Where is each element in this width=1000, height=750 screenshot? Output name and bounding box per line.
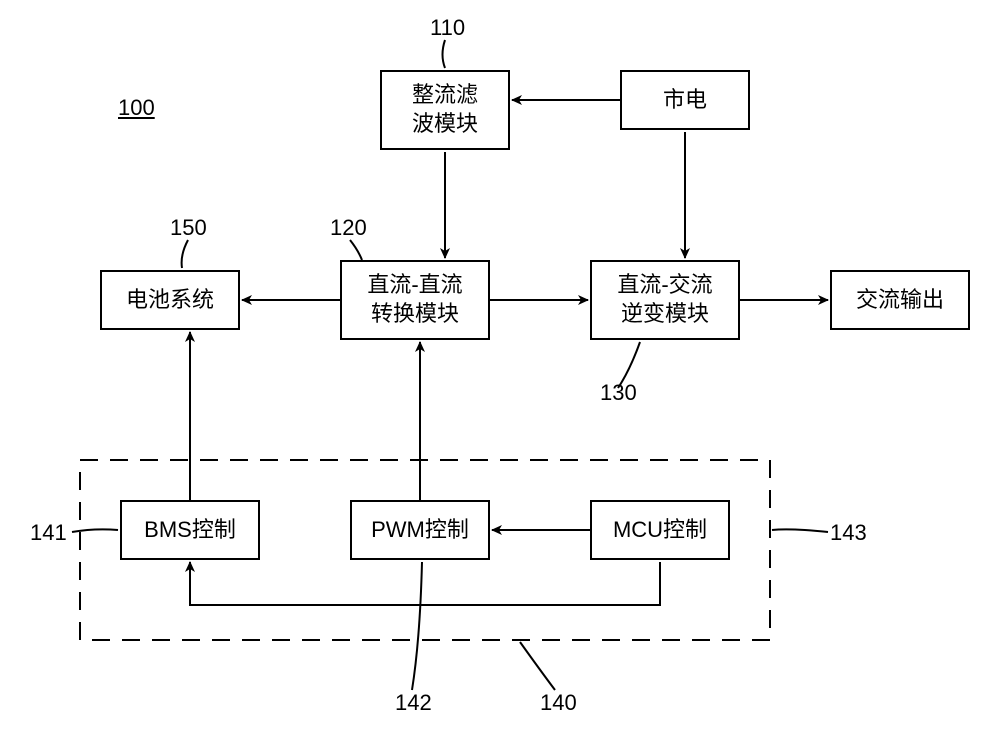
box-battery-label: 电池系统	[126, 286, 214, 315]
box-dcac-label: 直流-交流 逆变模块	[617, 271, 712, 328]
box-rectifier: 整流滤 波模块	[380, 70, 510, 150]
leader-110	[443, 40, 446, 68]
leader-141	[72, 529, 118, 532]
box-dcdc: 直流-直流 转换模块	[340, 260, 490, 340]
box-dcdc-label: 直流-直流 转换模块	[367, 271, 462, 328]
ref-150: 150	[170, 215, 207, 241]
box-mcu: MCU控制	[590, 500, 730, 560]
box-rectifier-label: 整流滤 波模块	[412, 81, 478, 138]
box-pwm-label: PWM控制	[371, 516, 469, 545]
leader-143	[772, 529, 828, 532]
box-acout: 交流输出	[830, 270, 970, 330]
box-bms-label: BMS控制	[144, 516, 236, 545]
box-mains: 市电	[620, 70, 750, 130]
box-battery: 电池系统	[100, 270, 240, 330]
ref-130: 130	[600, 380, 637, 406]
ref-140: 140	[540, 690, 577, 716]
ref-142: 142	[395, 690, 432, 716]
box-dcac: 直流-交流 逆变模块	[590, 260, 740, 340]
leader-142	[412, 562, 422, 690]
ref-143: 143	[830, 520, 867, 546]
block-diagram: 100 整流滤 波模块 市电 电池系统 直流-直流 转换模块 直流-交流 逆变模…	[0, 0, 1000, 750]
leader-120	[350, 240, 362, 260]
ref-110: 110	[430, 15, 465, 41]
box-bms: BMS控制	[120, 500, 260, 560]
ref-120: 120	[330, 215, 367, 241]
leader-140	[520, 642, 555, 690]
leader-150	[182, 240, 188, 268]
ref-141: 141	[30, 520, 67, 546]
box-mcu-label: MCU控制	[613, 516, 707, 545]
box-mains-label: 市电	[663, 86, 707, 115]
box-acout-label: 交流输出	[856, 286, 944, 315]
box-pwm: PWM控制	[350, 500, 490, 560]
arrow-mcu-to-bms	[190, 562, 660, 605]
diagram-id-label: 100	[118, 95, 155, 121]
